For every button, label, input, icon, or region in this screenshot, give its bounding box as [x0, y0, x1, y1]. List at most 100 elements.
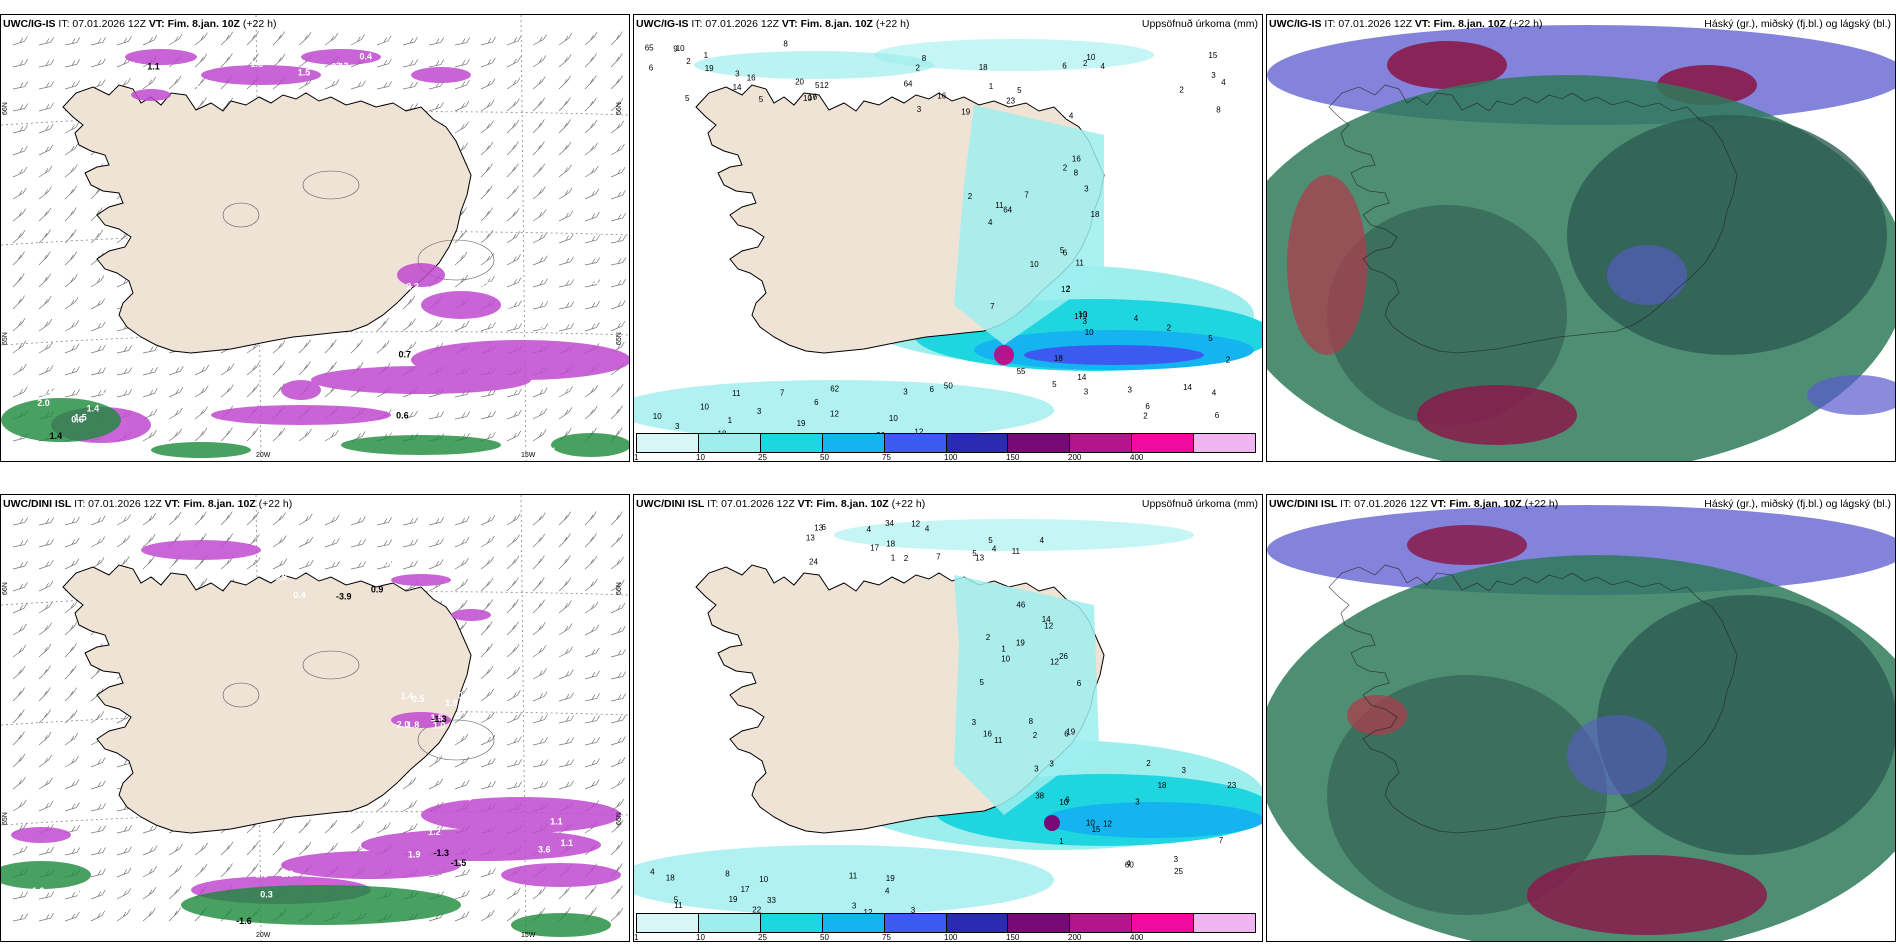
wind-barb	[90, 367, 107, 376]
wind-barb	[324, 842, 338, 856]
wind-barb	[90, 37, 106, 46]
wind-barb	[272, 535, 287, 548]
precip-value: 5	[980, 678, 985, 687]
precip-value: 16	[983, 730, 992, 739]
wind-barb	[480, 78, 496, 90]
precip-value: 4	[885, 886, 890, 895]
wind-barb	[558, 54, 572, 68]
legend-tick: 25	[758, 933, 767, 942]
wind-barb	[142, 345, 159, 354]
precip-value: 2	[686, 57, 691, 66]
wind-barb	[506, 98, 520, 112]
wind-barb	[558, 600, 572, 614]
wind-barb	[142, 366, 158, 376]
precip-value: 5	[1060, 246, 1065, 255]
wind-barb	[532, 759, 549, 768]
precip-areas	[11, 540, 621, 904]
precip-value: 13	[975, 554, 984, 563]
temperature-value: 1.1	[561, 838, 574, 848]
wind-barb	[584, 670, 600, 680]
temperature-value: 1.4	[87, 404, 100, 414]
wind-barb	[324, 560, 340, 570]
wind-barb	[38, 800, 54, 812]
legend-tick: 75	[882, 453, 891, 462]
wind-barb	[116, 514, 131, 526]
wind-barb	[12, 229, 26, 244]
wind-barb	[428, 37, 445, 46]
precip-value: 8	[783, 40, 788, 49]
legend-tick: 1	[634, 453, 639, 462]
wind-barb	[12, 644, 27, 658]
model-name: UWC/IG-IS	[1269, 18, 1322, 30]
lat-label: 66N	[616, 582, 623, 595]
wind-barb	[558, 279, 575, 288]
legend-swatch	[1194, 914, 1256, 932]
wind-barb	[64, 164, 78, 178]
wind-barb	[532, 555, 545, 570]
wind-barb	[610, 625, 626, 636]
precip-value: 3	[917, 105, 922, 114]
wind-barb	[194, 32, 208, 46]
wind-barb	[38, 622, 52, 636]
legend-tick: 10	[696, 933, 705, 942]
precip-value: 25	[1174, 867, 1183, 876]
precip-value: 10	[759, 875, 768, 884]
legend-tick: 10	[696, 453, 705, 462]
precip-value: 6	[1145, 402, 1150, 411]
lat-label: 65N	[2, 812, 9, 825]
legend-tick: 50	[820, 453, 829, 462]
temperature-value: -1.6	[236, 916, 252, 926]
wind-barb	[480, 141, 494, 156]
precip-value: 18	[666, 873, 675, 882]
wind-barb	[116, 846, 132, 856]
wind-barb	[168, 907, 181, 922]
legend-swatch	[698, 434, 761, 452]
precip-value: 22	[752, 905, 761, 914]
wind-barb	[506, 666, 521, 680]
wind-barb	[64, 779, 80, 790]
wind-barb	[12, 623, 27, 636]
wind-barb	[506, 208, 520, 222]
wind-barb	[272, 31, 285, 46]
precip-value: 10	[889, 414, 898, 423]
wind-barb	[220, 363, 235, 376]
lat-label: 66N	[2, 102, 9, 115]
wind-barb	[480, 643, 493, 658]
wind-barb	[116, 535, 131, 548]
wind-barb	[116, 367, 133, 376]
precip-value: 8	[922, 54, 927, 63]
wind-barb	[38, 102, 54, 112]
precip-value: 18	[979, 63, 988, 72]
wind-barb	[376, 58, 392, 68]
precip-value: 23	[1227, 781, 1236, 790]
wind-barb	[558, 386, 573, 398]
legend-colorbar	[636, 913, 1256, 933]
precip-value: 12	[914, 428, 923, 437]
wind-barb	[558, 692, 574, 702]
wind-barb	[64, 643, 77, 658]
temperature-value: 0.5	[600, 829, 613, 839]
model-name: UWC/DINI ISL	[636, 498, 705, 510]
wind-barb	[428, 755, 443, 768]
wind-barb	[532, 599, 545, 614]
panel-header: UWC/DINI ISL IT: 07.01.2026 12Z VT: Fim.…	[636, 498, 925, 510]
wind-barb	[272, 53, 286, 68]
wind-barb	[90, 229, 104, 244]
wind-barb	[506, 887, 521, 900]
wind-barb	[454, 710, 468, 724]
wind-barb	[584, 301, 600, 310]
precip-value: 10	[1086, 53, 1095, 62]
legend-tick: 1	[634, 933, 639, 942]
legend-swatch	[760, 914, 823, 932]
wind-barb	[480, 577, 494, 592]
wind-barb	[12, 603, 28, 614]
precip-legend: 1 10 25 50 75 100 150 200 400	[634, 433, 1256, 462]
wind-barb	[428, 538, 444, 548]
wind-barb	[506, 231, 521, 244]
vt-prefix: VT:	[1430, 498, 1447, 510]
wind-barb	[220, 53, 233, 68]
precip-map: 1322355443223333123762756832265844106455…	[634, 39, 1262, 440]
wind-barb	[506, 430, 522, 442]
temperature-value: 1.5	[298, 67, 311, 77]
precip-value: 6	[1062, 62, 1067, 71]
